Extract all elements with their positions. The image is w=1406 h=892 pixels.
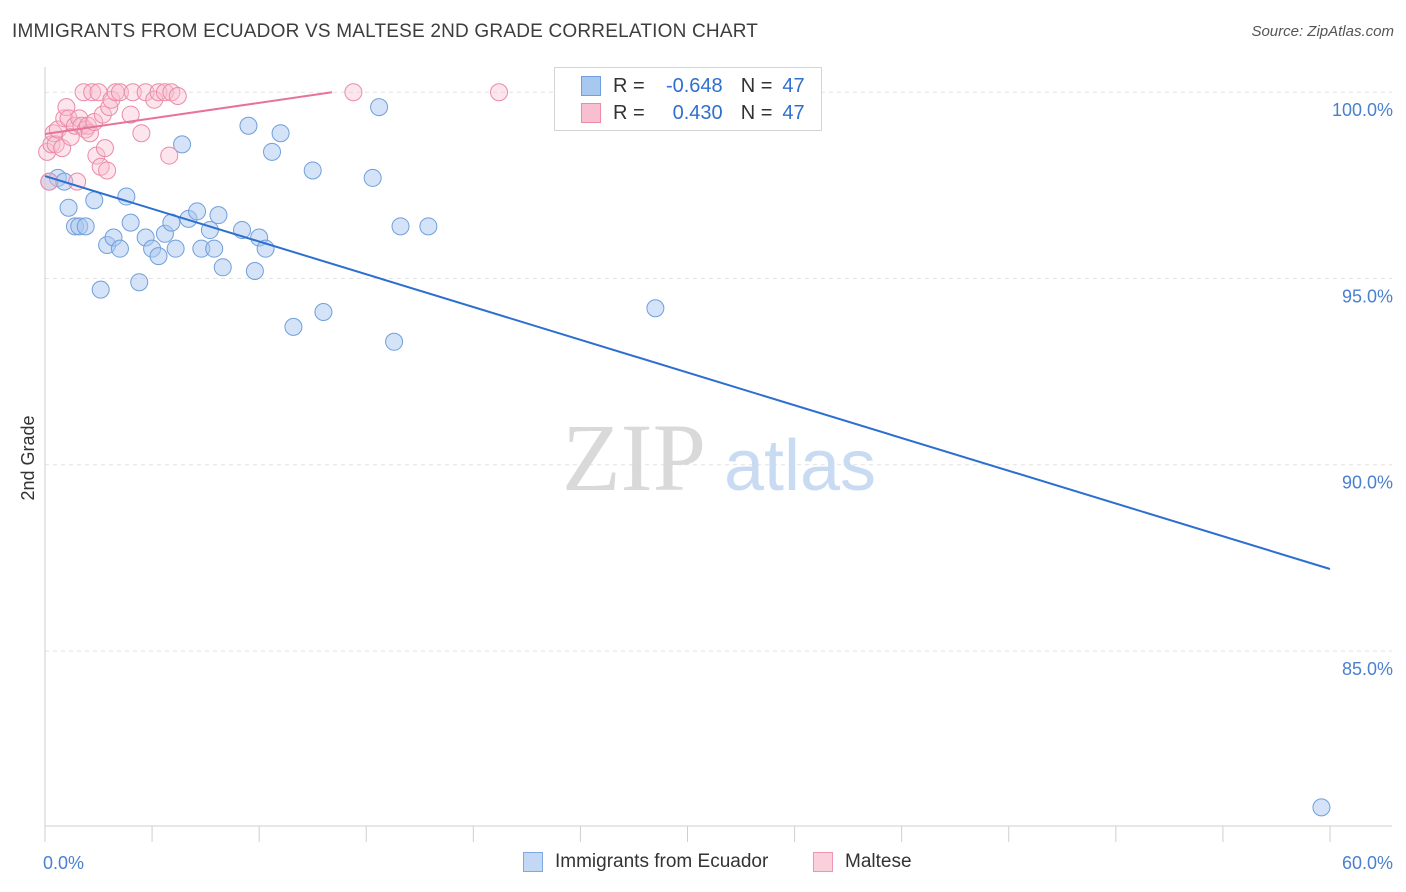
data-point-maltese <box>110 83 129 102</box>
watermark: ZIP atlas <box>562 404 876 511</box>
data-point-maltese <box>132 124 151 143</box>
watermark-atlas: atlas <box>724 426 876 506</box>
data-point-ecuador <box>419 217 438 236</box>
data-point-maltese <box>149 83 168 102</box>
legend-row-maltese: R = 0.430 N = 47 <box>581 101 805 125</box>
data-point-ecuador <box>76 217 95 236</box>
source-label: Source: ZipAtlas.com <box>1251 23 1394 40</box>
data-point-ecuador <box>245 262 264 281</box>
data-point-ecuador <box>363 168 382 187</box>
data-point-maltese <box>93 105 112 124</box>
data-point-ecuador <box>314 303 333 321</box>
series-legend: Immigrants from Ecuador Maltese <box>0 851 1406 877</box>
trendline-ecuador <box>44 175 1331 570</box>
data-point-maltese <box>57 98 76 117</box>
data-point-ecuador <box>59 198 78 217</box>
trendlines <box>44 91 1331 570</box>
data-point-ecuador <box>239 116 258 135</box>
legend-r-label: R = <box>613 74 645 97</box>
correlation-legend: R = -0.648 N = 47 R = 0.430 N = 47 <box>554 67 822 131</box>
trendline-maltese <box>44 91 333 135</box>
tick-labels: 85.0% 90.0% 95.0% 100.0% 0.0% 60.0% <box>43 100 1393 873</box>
data-point-ecuador <box>646 299 665 318</box>
data-point-ecuador <box>385 332 404 351</box>
watermark-zip: ZIP <box>562 404 706 511</box>
series-maltese-points <box>38 83 509 191</box>
legend-swatch-maltese <box>813 852 833 872</box>
legend-item-maltese[interactable]: Maltese <box>813 851 912 873</box>
data-point-maltese <box>42 135 61 154</box>
data-point-ecuador <box>271 124 290 143</box>
chart-title: IMMIGRANTS FROM ECUADOR VS MALTESE 2ND G… <box>12 21 759 42</box>
legend-label-maltese: Maltese <box>845 851 912 872</box>
y-tick-label: 100.0% <box>1332 100 1393 120</box>
y-tick-label: 95.0% <box>1342 286 1393 306</box>
x-tick-label-min: 0.0% <box>43 853 84 873</box>
data-point-ecuador <box>121 213 140 232</box>
data-point-maltese <box>168 86 187 105</box>
x-tick-label-max: 60.0% <box>1342 853 1393 873</box>
data-point-ecuador <box>149 247 168 266</box>
data-point-maltese <box>98 161 117 180</box>
data-point-ecuador <box>209 206 228 225</box>
y-tick-label: 90.0% <box>1342 473 1393 493</box>
legend-n-label: N = <box>740 74 773 97</box>
y-axis-label: 2nd Grade <box>18 415 38 500</box>
data-point-ecuador <box>110 239 129 258</box>
legend-swatch-ecuador <box>523 852 543 872</box>
data-point-maltese <box>95 139 114 158</box>
data-point-ecuador <box>1312 798 1331 817</box>
legend-n-value: 47 <box>782 74 805 97</box>
data-point-ecuador <box>117 187 136 206</box>
legend-n-label: N = <box>740 101 773 124</box>
data-point-ecuador <box>188 202 207 221</box>
data-point-ecuador <box>213 258 232 277</box>
data-point-ecuador <box>370 98 389 117</box>
data-point-maltese <box>490 83 509 102</box>
data-point-ecuador <box>91 280 110 299</box>
data-point-ecuador <box>205 239 224 258</box>
data-point-maltese <box>61 127 80 146</box>
legend-label-ecuador: Immigrants from Ecuador <box>555 851 769 872</box>
data-point-maltese <box>100 98 119 117</box>
legend-r-value: 0.430 <box>672 101 723 124</box>
data-point-maltese <box>83 83 102 102</box>
data-point-ecuador <box>130 273 149 292</box>
data-point-ecuador <box>85 191 104 210</box>
data-point-ecuador <box>303 161 322 180</box>
series-ecuador-points <box>40 98 1331 817</box>
data-point-maltese <box>121 105 140 124</box>
axes <box>44 67 1392 842</box>
data-point-maltese <box>55 109 74 128</box>
data-point-maltese <box>344 83 363 102</box>
legend-n-value: 47 <box>782 101 805 124</box>
legend-row-ecuador: R = -0.648 N = 47 <box>581 74 805 98</box>
data-point-maltese <box>123 83 142 102</box>
data-point-ecuador <box>391 217 410 236</box>
data-point-ecuador <box>173 135 192 154</box>
data-point-ecuador <box>284 317 303 336</box>
data-point-maltese <box>68 172 87 191</box>
data-point-maltese <box>40 172 59 191</box>
legend-r-value: -0.648 <box>665 74 723 97</box>
data-point-maltese <box>160 146 179 165</box>
data-point-ecuador <box>166 239 185 258</box>
legend-swatch-maltese <box>581 103 601 123</box>
data-point-ecuador <box>263 142 282 161</box>
grid-lines <box>45 91 1392 652</box>
y-tick-label: 85.0% <box>1342 659 1393 679</box>
legend-r-label: R = <box>613 101 645 124</box>
legend-item-ecuador[interactable]: Immigrants from Ecuador <box>523 851 768 873</box>
legend-swatch-ecuador <box>581 76 601 96</box>
